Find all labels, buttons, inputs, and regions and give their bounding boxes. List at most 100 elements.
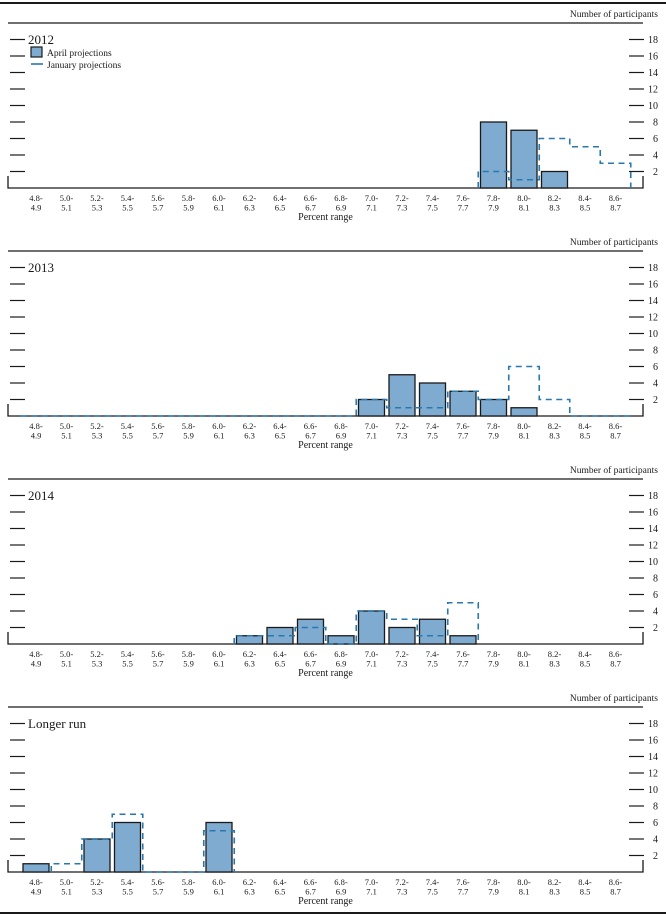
x-tick-label-bottom: 7.1 [366,431,377,441]
april-bar-6.2-6.3 [235,635,264,645]
x-tick-label-top: 6.4- [273,193,287,203]
x-tick-label-bottom: 6.7 [305,887,316,897]
x-tick-label-bottom: 5.3 [92,203,103,213]
x-tick-label-top: 6.4- [273,649,287,659]
april-bar-6.6-6.7 [296,618,325,645]
x-tick-label-top: 5.6- [151,193,165,203]
x-tick-label-top: 6.8- [334,193,348,203]
april-bar-7.6-7.7 [449,390,477,417]
x-tick-label-top: 7.8- [487,421,501,431]
x-tick-label-top: 6.8- [334,877,348,887]
x-tick-label-top: 6.6- [304,877,318,887]
x-tick-label-bottom: 4.9 [31,887,42,897]
x-tick-label-top: 5.8- [182,193,196,203]
x-tick-label-top: 7.0- [365,193,379,203]
x-tick-label-bottom: 8.1 [519,887,530,897]
x-tick-label-top: 6.6- [304,421,318,431]
x-tick-label-bottom: 8.5 [580,431,591,441]
y-tick-label: 4 [653,607,658,618]
x-tick-label-bottom: 8.7 [610,887,621,897]
april-bar-5.4-5.5 [113,821,142,873]
x-tick-label-top: 7.6- [456,421,470,431]
x-tick-label-bottom: 7.9 [488,659,499,669]
x-tick-label-bottom: 4.9 [31,203,42,213]
legend-april-swatch-icon [30,46,43,58]
x-tick-label-bottom: 5.1 [61,659,72,669]
x-tick-label-top: 6.4- [273,877,287,887]
y-tick-label: 4 [653,835,658,846]
x-tick-label-top: 8.6- [609,877,623,887]
x-tick-label-top: 5.8- [182,877,196,887]
april-bar-5.2-5.3 [83,838,111,873]
x-tick-label-bottom: 8.5 [580,887,591,897]
x-tick-label-bottom: 5.7 [153,431,164,441]
x-tick-label-top: 5.4- [121,649,135,659]
x-tick-label-top: 8.6- [609,421,623,431]
x-tick-label-top: 7.2- [395,877,409,887]
x-tick-label-top: 6.8- [334,421,348,431]
x-tick-label-bottom: 7.3 [397,203,408,213]
x-tick-label-bottom: 5.7 [153,659,164,669]
january-dashed-outline [20,365,631,417]
y-tick-label: 12 [648,313,658,324]
x-tick-label-bottom: 6.9 [336,887,347,897]
y-tick-label: 8 [653,574,658,585]
panel-title: 2014 [28,488,55,503]
x-tick-label-top: 5.4- [121,421,135,431]
y-tick-label: 16 [648,52,658,63]
x-tick-label-top: 5.6- [151,877,165,887]
panel-longer-run: Number of participants Longer run 2 4 6 8 10 12… [7,693,658,907]
x-tick-label-top: 7.4- [426,649,440,659]
x-tick-label-top: 7.8- [487,877,501,887]
april-bar-8.2-8.3 [540,170,569,189]
x-tick-label-top: 8.2- [548,421,562,431]
x-axis-caption: Percent range [298,668,353,679]
y-tick-label: 8 [653,118,658,129]
panel-2014: Number of participants 2014 2 4 6 8 10 12 14 16 18… [7,465,658,679]
legend-april-label: April projections [47,49,112,59]
april-bar-7.2-7.3 [388,626,416,645]
january-dashed-outline [50,813,236,873]
april-bar-7.0-7.1 [357,398,386,417]
x-tick-label-bottom: 8.3 [549,431,560,441]
x-tick-label-bottom: 5.5 [122,887,133,897]
x-tick-label-bottom: 5.1 [61,431,72,441]
y-tick-label: 12 [648,85,658,96]
x-tick-label-top: 5.0- [60,193,74,203]
x-tick-label-bottom: 6.9 [336,203,347,213]
y-tick-label: 4 [653,379,658,390]
x-tick-label-bottom: 4.9 [31,659,42,669]
x-tick-label-bottom: 8.1 [519,431,530,441]
x-tick-label-bottom: 7.5 [427,203,438,213]
x-axis [7,176,644,189]
x-tick-label-top: 4.8- [29,193,43,203]
x-tick-label-bottom: 7.3 [397,659,408,669]
x-tick-label-top: 5.8- [182,649,196,659]
x-tick-label-bottom: 7.1 [366,659,377,669]
x-tick-label-bottom: 5.5 [122,659,133,669]
y-tick-label: 8 [653,802,658,813]
legend-january-label: January projections [47,61,121,71]
x-tick-label-bottom: 6.3 [244,431,255,441]
x-tick-label-top: 8.4- [578,877,592,887]
april-bar-7.4-7.5 [418,618,447,645]
x-tick-label-top: 7.2- [395,649,409,659]
x-tick-label-top: 6.2- [243,877,257,887]
x-tick-label-bottom: 8.3 [549,659,560,669]
x-tick-label-bottom: 5.9 [183,203,194,213]
y-tick-label: 2 [653,851,658,862]
x-tick-label-top: 6.6- [304,649,318,659]
x-tick-label-bottom: 7.1 [366,887,377,897]
x-tick-label-top: 7.6- [456,649,470,659]
x-tick-label-top: 8.0- [517,421,531,431]
x-tick-label-top: 8.0- [517,193,531,203]
x-tick-label-bottom: 7.5 [427,431,438,441]
y-tick-label: 6 [653,362,658,373]
april-bar-4.8-4.9 [22,863,50,873]
y-tick-label: 18 [648,719,658,730]
x-tick-label-bottom: 6.3 [244,887,255,897]
y-tick-label: 10 [648,329,658,340]
x-tick-label-bottom: 5.9 [183,659,194,669]
x-tick-label-bottom: 6.3 [244,203,255,213]
x-tick-label-top: 8.0- [517,649,531,659]
